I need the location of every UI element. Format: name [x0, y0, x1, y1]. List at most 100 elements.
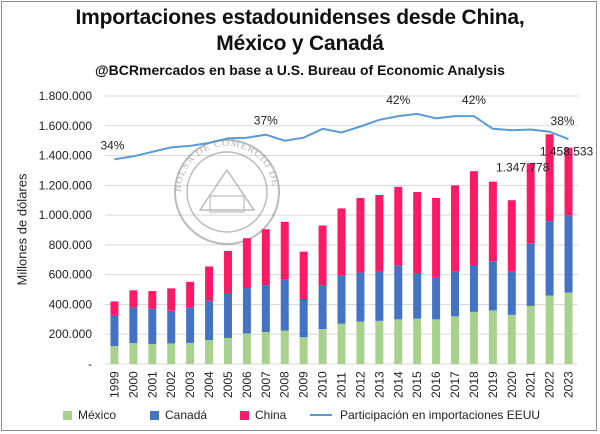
- bar-segment-canada: [564, 215, 573, 293]
- bar-segment-canada: [469, 264, 478, 312]
- percent-label: 34%: [100, 138, 124, 152]
- x-tick-labels: 1999 2000 2001 2002 2003 2004 2005 2006 2007 2008…: [107, 371, 575, 398]
- x-tick-label: 2019: [486, 371, 500, 398]
- y-tick-label: 200.000: [49, 327, 93, 341]
- bar-segment-china: [186, 281, 195, 308]
- bar-segment-canada: [337, 275, 346, 324]
- bar-segment-mexico: [526, 305, 535, 364]
- bar-segment-canada: [129, 307, 138, 344]
- value-label: 1.347.778: [496, 160, 550, 174]
- x-tick-label: 2001: [145, 371, 159, 398]
- bar-segment-canada: [356, 272, 365, 322]
- value-label: 1.458.533: [540, 145, 594, 159]
- chart-title-line2: México y Canadá: [216, 32, 384, 55]
- bar-segment-mexico: [223, 337, 232, 364]
- bar-segment-china: [451, 185, 460, 272]
- bar-segment-canada: [299, 299, 308, 338]
- bar-segment-china: [205, 266, 214, 301]
- bar-segment-china: [337, 208, 346, 276]
- percent-label: 37%: [254, 114, 278, 128]
- bar-segment-canada: [451, 271, 460, 317]
- percent-label: 38%: [551, 114, 575, 128]
- bar-segment-mexico: [242, 333, 251, 364]
- bar-segment-china: [488, 181, 497, 262]
- legend-item-china: China: [240, 408, 286, 422]
- y-tick-label: 1.400.000: [39, 149, 93, 163]
- legend-item-canada: Canadá: [150, 408, 207, 422]
- bar-segment-china: [564, 147, 573, 216]
- bar-segment-mexico: [356, 321, 365, 364]
- bar-segment-china: [526, 163, 535, 244]
- percent-label: 42%: [462, 93, 486, 107]
- x-tick-label: 2005: [221, 371, 235, 398]
- x-tick-label: 2002: [164, 371, 178, 398]
- legend-line-participation: [310, 414, 332, 416]
- bar-segment-china: [242, 238, 251, 289]
- chart-title-line1: Importaciones estadounidenses desde Chin…: [75, 6, 525, 29]
- y-tick-label: 1.200.000: [39, 178, 93, 192]
- bar-segment-canada: [507, 271, 516, 315]
- bar-segment-china: [261, 229, 270, 286]
- bar-segment-canada: [488, 261, 497, 311]
- x-tick-label: 2007: [259, 371, 273, 398]
- bar-segment-china: [413, 192, 422, 274]
- bar-segment-canada: [167, 310, 176, 344]
- bar-segment-china: [280, 221, 289, 280]
- x-tick-label: 2020: [505, 371, 519, 398]
- y-tick-label: 1.000.000: [39, 208, 93, 222]
- bar-segment-canada: [223, 294, 232, 338]
- y-tick-label: -: [88, 357, 92, 371]
- bar-segment-china: [299, 251, 308, 300]
- legend-label-mexico: México: [78, 408, 117, 422]
- y-tick-label: 400.000: [49, 297, 93, 311]
- bar-segment-mexico: [261, 331, 270, 364]
- x-tick-label: 2006: [240, 371, 254, 398]
- participation-line: [114, 112, 569, 161]
- bar-segment-mexico: [205, 340, 214, 364]
- bar-segment-canada: [318, 285, 327, 330]
- bar-segment-china: [223, 250, 232, 295]
- x-tick-label: 2015: [410, 371, 424, 398]
- x-tick-label: 2003: [183, 371, 197, 398]
- legend-label-china: China: [255, 408, 287, 422]
- bar-segment-mexico: [488, 310, 497, 364]
- bar-segment-china: [394, 186, 403, 266]
- x-tick-label: 2016: [429, 371, 443, 398]
- x-tick-label: 2021: [524, 371, 538, 398]
- x-tick-label: 2004: [202, 371, 216, 398]
- x-tick-label: 2000: [126, 371, 140, 398]
- bar-segment-mexico: [299, 337, 308, 364]
- bar-segment-canada: [375, 270, 384, 321]
- y-tick-label: 800.000: [49, 238, 93, 252]
- bar-segment-mexico: [507, 314, 516, 364]
- bar-segment-china: [432, 197, 441, 277]
- y-tick-label: 600.000: [49, 268, 93, 282]
- bar-segment-mexico: [129, 343, 138, 364]
- legend-swatch-mexico: [63, 410, 72, 420]
- participation-line-path: [114, 112, 569, 161]
- bar-segment-mexico: [375, 320, 384, 364]
- bar-segment-china: [545, 134, 554, 222]
- x-tick-label: 1999: [107, 371, 121, 398]
- x-tick-label: 2008: [278, 371, 292, 398]
- legend-item-participation: Participación en importaciones EEUU: [310, 408, 540, 422]
- y-tick-label: 1.800.000: [39, 89, 93, 103]
- x-tick-label: 2014: [391, 371, 405, 398]
- bar-segment-mexico: [318, 329, 327, 364]
- bar-segment-mexico: [564, 292, 573, 364]
- bar-segment-canada: [394, 265, 403, 320]
- bar-segment-china: [148, 291, 157, 309]
- x-tick-label: 2010: [316, 371, 330, 398]
- bar-segment-mexico: [167, 343, 176, 364]
- bar-segment-china: [129, 290, 138, 308]
- bar-segment-canada: [545, 221, 554, 296]
- x-tick-label: 2009: [297, 371, 311, 398]
- bar-segment-china: [318, 225, 327, 286]
- bar-segment-mexico: [413, 318, 422, 364]
- bar-segment-mexico: [469, 311, 478, 364]
- x-tick-label: 2018: [467, 371, 481, 398]
- bar-segment-canada: [148, 308, 157, 344]
